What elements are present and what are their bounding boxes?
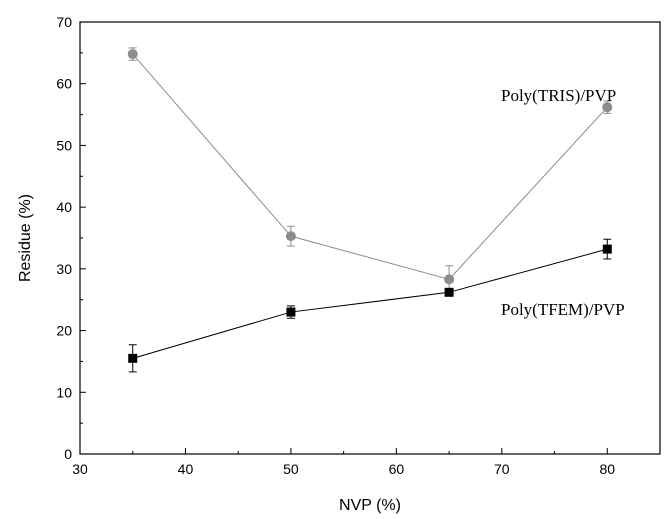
data-point (127, 49, 138, 60)
x-tick-label: 80 (599, 461, 615, 477)
series-line (132, 53, 608, 280)
x-tick-label: 60 (389, 461, 405, 477)
data-point (602, 244, 612, 254)
x-tick-label: 70 (494, 461, 510, 477)
y-tick-label: 10 (56, 384, 72, 400)
y-axis-title: Residue (%) (17, 194, 34, 282)
series-label-tris: Poly(TRIS)/PVP (501, 86, 616, 105)
data-point (444, 274, 455, 285)
data-point (128, 353, 138, 363)
y-tick-label: 50 (56, 137, 72, 153)
data-point (285, 231, 296, 242)
x-tick-label: 50 (283, 461, 299, 477)
series-label-tfem: Poly(TFEM)/PVP (501, 300, 625, 319)
series-line (132, 248, 608, 359)
data-point (602, 102, 613, 113)
y-tick-label: 60 (56, 76, 72, 92)
x-tick-label: 40 (178, 461, 194, 477)
x-axis-title: NVP (%) (339, 497, 401, 514)
y-tick-label: 70 (56, 14, 72, 30)
data-point (444, 287, 454, 297)
y-tick-label: 30 (56, 261, 72, 277)
y-tick-label: 40 (56, 199, 72, 215)
x-tick-label: 30 (72, 461, 88, 477)
y-tick-label: 0 (64, 446, 72, 462)
data-point (286, 307, 296, 317)
axes: 30 40 50 60 70 80 0 10 20 30 40 50 60 70 (56, 14, 661, 477)
series-1 (128, 238, 612, 373)
y-tick-label: 20 (56, 323, 72, 339)
series-layer (127, 47, 613, 373)
series-0 (127, 47, 613, 294)
